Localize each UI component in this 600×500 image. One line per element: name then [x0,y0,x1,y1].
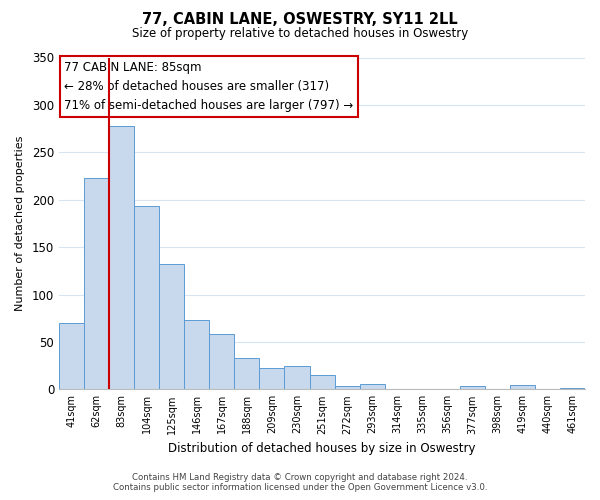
Bar [310,375,335,390]
Bar [284,366,310,390]
Text: Contains HM Land Registry data © Crown copyright and database right 2024.
Contai: Contains HM Land Registry data © Crown c… [113,473,487,492]
Text: Size of property relative to detached houses in Oswestry: Size of property relative to detached ho… [132,28,468,40]
Bar [510,384,535,390]
Bar [460,386,485,390]
Bar [109,126,134,390]
Y-axis label: Number of detached properties: Number of detached properties [15,136,25,311]
Bar [560,388,585,390]
Bar [259,368,284,390]
Bar [134,206,159,390]
Bar [235,358,259,390]
Bar [359,384,385,390]
Text: 77, CABIN LANE, OSWESTRY, SY11 2LL: 77, CABIN LANE, OSWESTRY, SY11 2LL [142,12,458,28]
Bar [84,178,109,390]
Bar [335,386,359,390]
Bar [209,334,235,390]
X-axis label: Distribution of detached houses by size in Oswestry: Distribution of detached houses by size … [168,442,476,455]
Bar [184,320,209,390]
Bar [59,323,84,390]
Text: 77 CABIN LANE: 85sqm
← 28% of detached houses are smaller (317)
71% of semi-deta: 77 CABIN LANE: 85sqm ← 28% of detached h… [64,61,353,112]
Bar [159,264,184,390]
